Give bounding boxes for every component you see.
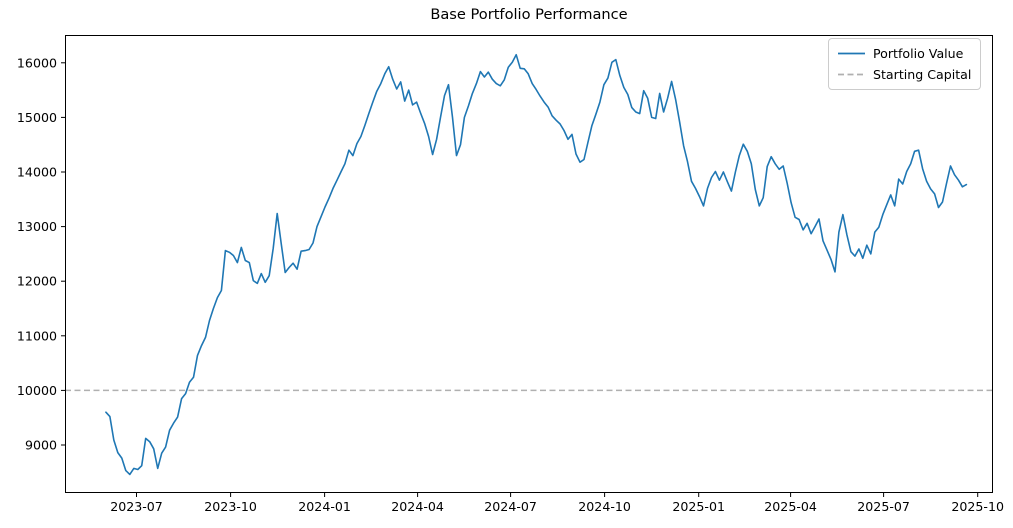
legend-label-starting-capital: Starting Capital	[873, 67, 972, 82]
starting-capital-line-swatch	[838, 73, 865, 76]
x-tick-label: 2023-07	[110, 499, 163, 514]
x-tick-label: 2025-10	[951, 499, 1004, 514]
plot-border	[65, 35, 993, 493]
x-tick-label: 2025-01	[672, 499, 725, 514]
y-tick-label: 15000	[17, 110, 57, 125]
y-tick-label: 13000	[17, 219, 57, 234]
legend: Portfolio Value Starting Capital	[828, 38, 982, 90]
x-tick-label: 2023-10	[204, 499, 257, 514]
portfolio-value-line	[105, 53, 968, 476]
y-tick-label: 10000	[17, 383, 57, 398]
y-tick-label: 9000	[25, 438, 57, 453]
legend-item-portfolio-value: Portfolio Value	[838, 44, 971, 63]
y-tick-label: 11000	[17, 328, 57, 343]
legend-item-starting-capital: Starting Capital	[838, 65, 971, 84]
y-tick-label: 16000	[17, 55, 57, 70]
portfolio-line-swatch	[838, 52, 865, 55]
x-tick-label: 2025-04	[764, 499, 817, 514]
legend-label-portfolio-value: Portfolio Value	[873, 46, 964, 61]
y-tick-label: 14000	[17, 165, 57, 180]
chart-title: Base Portfolio Performance	[430, 6, 628, 23]
x-tick-label: 2024-07	[484, 499, 537, 514]
x-tick-label: 2025-07	[857, 499, 910, 514]
y-tick-label: 12000	[17, 274, 57, 289]
x-tick-label: 2024-10	[578, 499, 631, 514]
x-tick-label: 2024-04	[391, 499, 444, 514]
x-tick-label: 2024-01	[298, 499, 351, 514]
